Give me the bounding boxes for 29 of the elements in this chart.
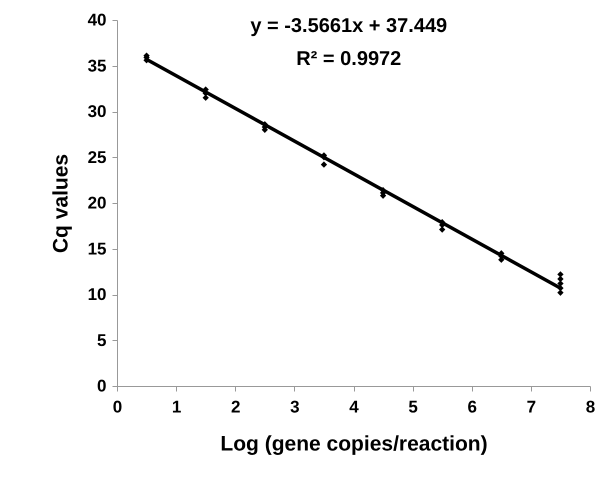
y-tick-label: 25	[88, 148, 106, 167]
point	[557, 276, 564, 282]
annotation: y = -3.5661x + 37.449	[250, 15, 448, 37]
x-tick-label: 7	[526, 398, 536, 416]
x-tick-label: 3	[290, 398, 300, 416]
y-tick-label: 30	[88, 102, 106, 121]
y-tick-label: 0	[97, 376, 106, 396]
y-tick-label: 15	[88, 239, 106, 258]
y-tick-label: 40	[88, 10, 106, 30]
x-tick-label: 6	[468, 398, 477, 416]
point	[557, 284, 564, 292]
annotation: R² = 0.9972	[296, 48, 402, 70]
point	[557, 290, 564, 296]
point	[320, 161, 328, 168]
y-axis-title: Cq values	[50, 154, 73, 254]
x-tick-label: 5	[408, 398, 418, 416]
y-tick-label: 35	[88, 56, 106, 76]
y-tick-label: 20	[88, 194, 106, 212]
x-tick-label: 2	[231, 398, 240, 416]
x-tick-label: 0	[112, 398, 122, 416]
y-tick-label: 5	[97, 330, 106, 350]
x-tick-label: 8	[586, 398, 596, 416]
point	[557, 280, 564, 287]
x-tick-label: 1	[172, 398, 182, 416]
point	[439, 226, 446, 233]
x-axis-title: Log (gene copies/reaction)	[220, 432, 488, 456]
x-tick-label: 4	[349, 398, 360, 416]
point	[557, 271, 564, 278]
y-tick-label: 10	[88, 285, 106, 304]
